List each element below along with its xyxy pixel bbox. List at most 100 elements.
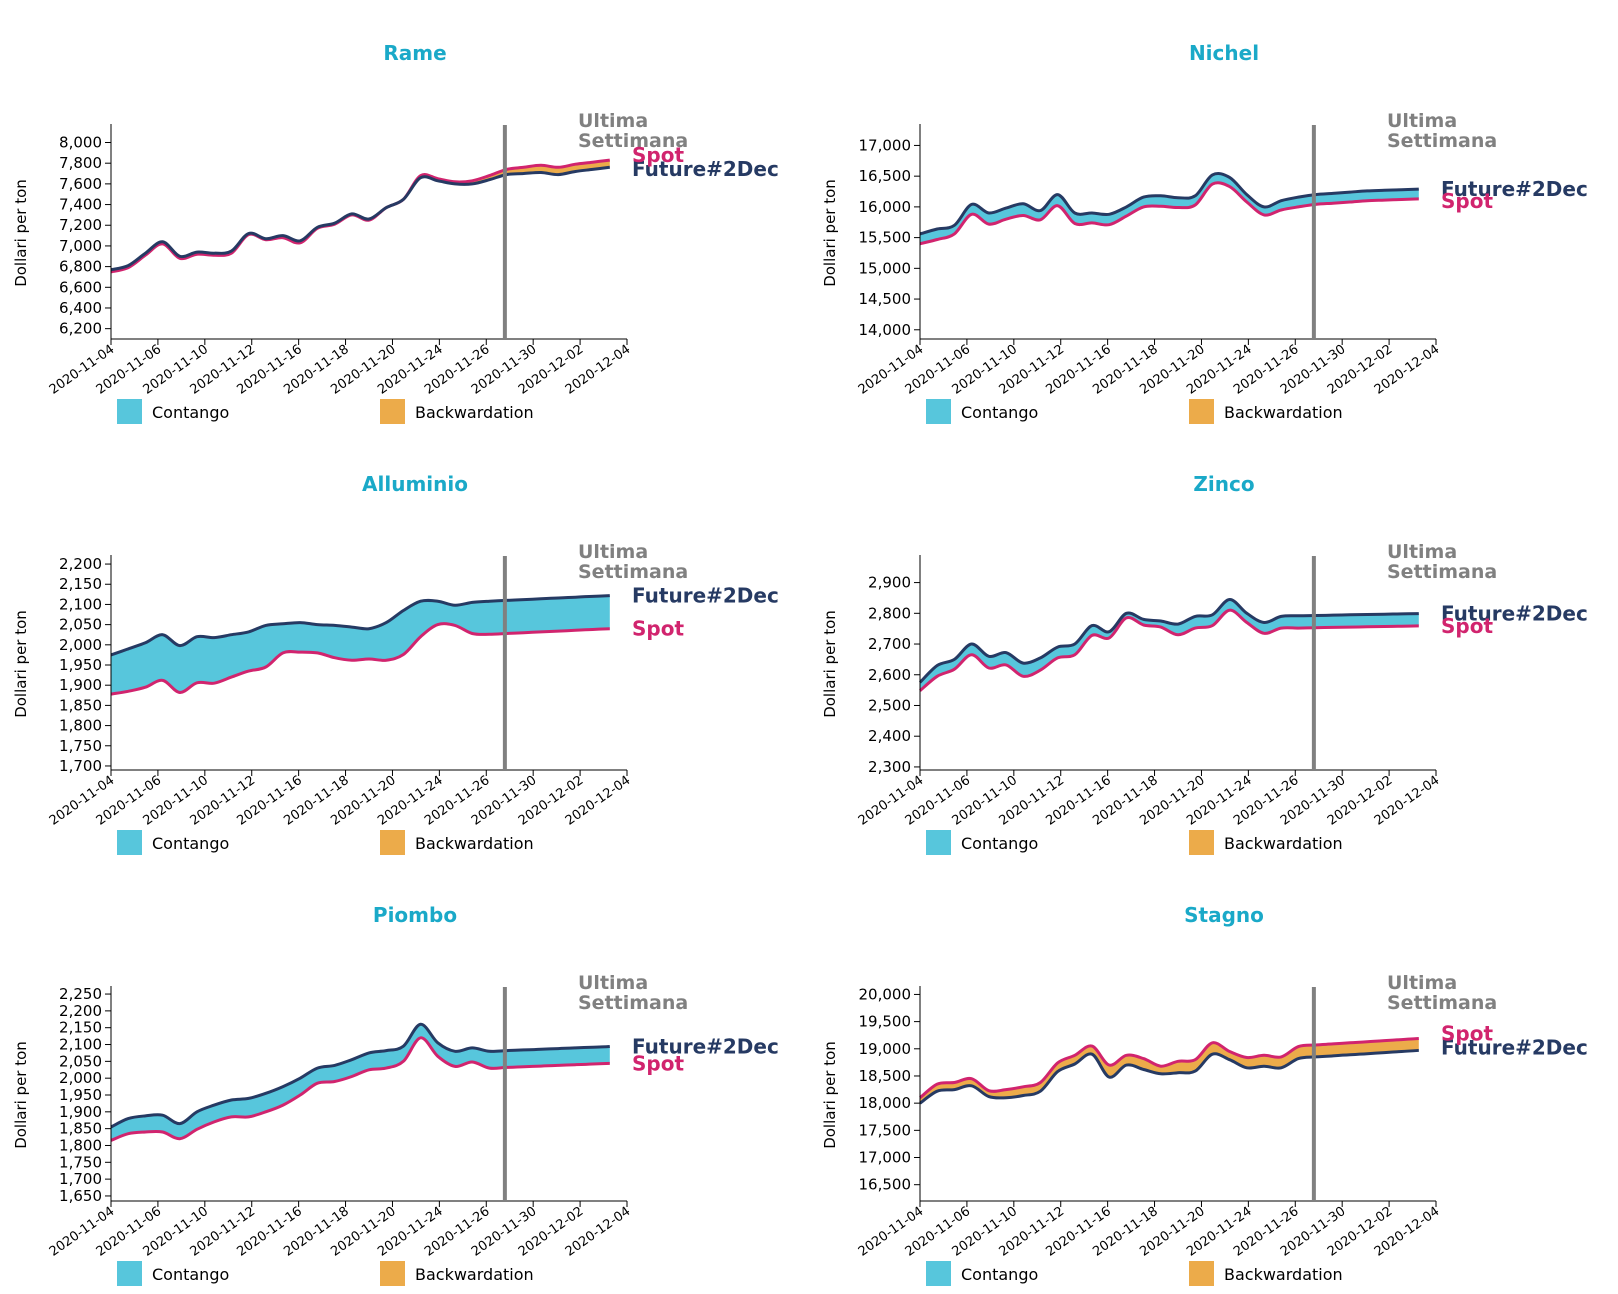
y-tick-label: 1,950 — [59, 1086, 102, 1104]
last-week-label: Settimana — [578, 130, 688, 152]
y-tick-label: 2,100 — [59, 1036, 102, 1054]
legend-contango-label: Contango — [961, 403, 1038, 422]
legend-contango-swatch — [117, 1261, 142, 1286]
last-week-label: Ultima — [1387, 541, 1457, 563]
y-tick-label: 1,800 — [59, 717, 102, 735]
chart-title: Alluminio — [362, 472, 468, 496]
y-tick-label: 2,800 — [868, 604, 911, 622]
spot-line — [919, 608, 1419, 692]
legend-backwardation-swatch — [1189, 1261, 1214, 1286]
y-axis-label: Dollari per ton — [12, 1041, 30, 1149]
last-week-label: Ultima — [1387, 110, 1457, 132]
spot-line — [110, 1036, 610, 1142]
y-tick-label: 2,100 — [59, 595, 102, 613]
legend-backwardation-label: Backwardation — [415, 403, 534, 422]
legend-backwardation-label: Backwardation — [415, 834, 534, 853]
y-tick-label: 18,000 — [859, 1094, 912, 1112]
legend-backwardation-label: Backwardation — [1224, 403, 1343, 422]
spot-series-label: Spot — [632, 617, 684, 641]
future-line — [110, 1022, 610, 1129]
y-tick-label: 2,000 — [59, 1069, 102, 1087]
future-series-label: Future#2Dec — [1441, 1035, 1588, 1059]
legend-backwardation-label: Backwardation — [1224, 834, 1343, 853]
y-tick-label: 18,500 — [859, 1067, 912, 1085]
future-series-label: Future#2Dec — [632, 584, 779, 608]
legend-backwardation-swatch — [380, 399, 405, 424]
y-tick-label: 16,500 — [859, 1176, 912, 1194]
y-axis-label: Dollari per ton — [12, 610, 30, 718]
spot-series-label: Spot — [1441, 614, 1493, 638]
y-tick-label: 2,250 — [59, 985, 102, 1003]
backwardation-area — [403, 160, 610, 200]
y-tick-label: 2,000 — [59, 636, 102, 654]
y-axis-label: Dollari per ton — [821, 179, 839, 287]
y-tick-label: 19,500 — [859, 1013, 912, 1031]
legend-backwardation-swatch — [380, 830, 405, 855]
spot-series-label: Spot — [632, 143, 684, 167]
y-tick-label: 8,000 — [59, 134, 102, 152]
y-tick-label: 2,050 — [59, 616, 102, 634]
y-tick-label: 17,000 — [859, 1149, 912, 1167]
y-tick-label: 17,500 — [859, 1121, 912, 1139]
future-series-label: Future#2Dec — [1441, 602, 1588, 626]
y-tick-label: 2,050 — [59, 1052, 102, 1070]
y-tick-label: 1,850 — [59, 1120, 102, 1138]
spot-series-label: Spot — [1441, 1021, 1493, 1045]
y-tick-label: 7,800 — [59, 154, 102, 172]
last-week-label: Ultima — [1387, 972, 1457, 994]
y-tick-label: 14,000 — [859, 321, 912, 339]
y-tick-label: 1,700 — [59, 1170, 102, 1188]
legend-backwardation-label: Backwardation — [1224, 1265, 1343, 1284]
chart-rame: Rame Dollari per ton 6,200 6,400 6,600 6,800 7… — [12, 41, 779, 424]
y-tick-label: 7,200 — [59, 216, 102, 234]
future-line — [110, 165, 611, 272]
last-week-label: Settimana — [1387, 130, 1497, 152]
last-week-label: Settimana — [1387, 992, 1497, 1014]
legend-contango-label: Contango — [152, 1265, 229, 1284]
y-tick-label: 17,000 — [859, 136, 912, 154]
y-tick-label: 2,150 — [59, 1019, 102, 1037]
legend-contango-label: Contango — [152, 834, 229, 853]
legend-contango-label: Contango — [152, 403, 229, 422]
chart-title: Piombo — [373, 903, 457, 927]
y-tick-label: 20,000 — [859, 985, 912, 1003]
future-line — [110, 594, 610, 657]
y-tick-label: 2,600 — [868, 666, 911, 684]
last-week-label: Ultima — [578, 541, 648, 563]
contango-area — [111, 595, 610, 695]
last-week-label: Ultima — [578, 110, 648, 132]
y-tick-label: 1,850 — [59, 696, 102, 714]
contango-area — [111, 1024, 610, 1141]
y-axis-label: Dollari per ton — [821, 610, 839, 718]
chart-title: Zinco — [1193, 472, 1254, 496]
chart-stagno: Stagno Dollari per ton 16,500 17,000 17,500 1… — [821, 903, 1588, 1286]
contango-area — [920, 599, 1419, 691]
spot-series-label: Spot — [1441, 189, 1493, 213]
chart-alluminio: Alluminio Dollari per ton 1,700 1,750 1,800 1… — [12, 472, 779, 855]
spot-series-label: Spot — [632, 1051, 684, 1075]
y-tick-label: 1,750 — [59, 737, 102, 755]
y-tick-label: 6,400 — [59, 299, 102, 317]
y-tick-label: 6,200 — [59, 320, 102, 338]
legend-backwardation-label: Backwardation — [415, 1265, 534, 1284]
chart-title: Nichel — [1189, 41, 1259, 65]
y-tick-label: 16,000 — [859, 198, 912, 216]
y-tick-label: 7,000 — [59, 237, 102, 255]
legend-contango-label: Contango — [961, 834, 1038, 853]
legend-backwardation-swatch — [1189, 830, 1214, 855]
y-tick-label: 19,000 — [859, 1040, 912, 1058]
y-axis-label: Dollari per ton — [821, 1041, 839, 1149]
chart-title: Rame — [383, 41, 446, 65]
legend-contango-swatch — [117, 399, 142, 424]
legend-backwardation-swatch — [1189, 399, 1214, 424]
legend-contango-swatch — [926, 830, 951, 855]
legend-contango-label: Contango — [961, 1265, 1038, 1284]
y-tick-label: 1,950 — [59, 656, 102, 674]
future-line — [918, 598, 1419, 684]
chart-zinco: Zinco Dollari per ton 2,300 2,400 2,500 2,600… — [821, 472, 1588, 855]
contango-area — [920, 173, 1419, 244]
future-series-label: Future#2Dec — [1441, 177, 1588, 201]
y-tick-label: 6,800 — [59, 258, 102, 276]
last-week-label: Settimana — [578, 561, 688, 583]
